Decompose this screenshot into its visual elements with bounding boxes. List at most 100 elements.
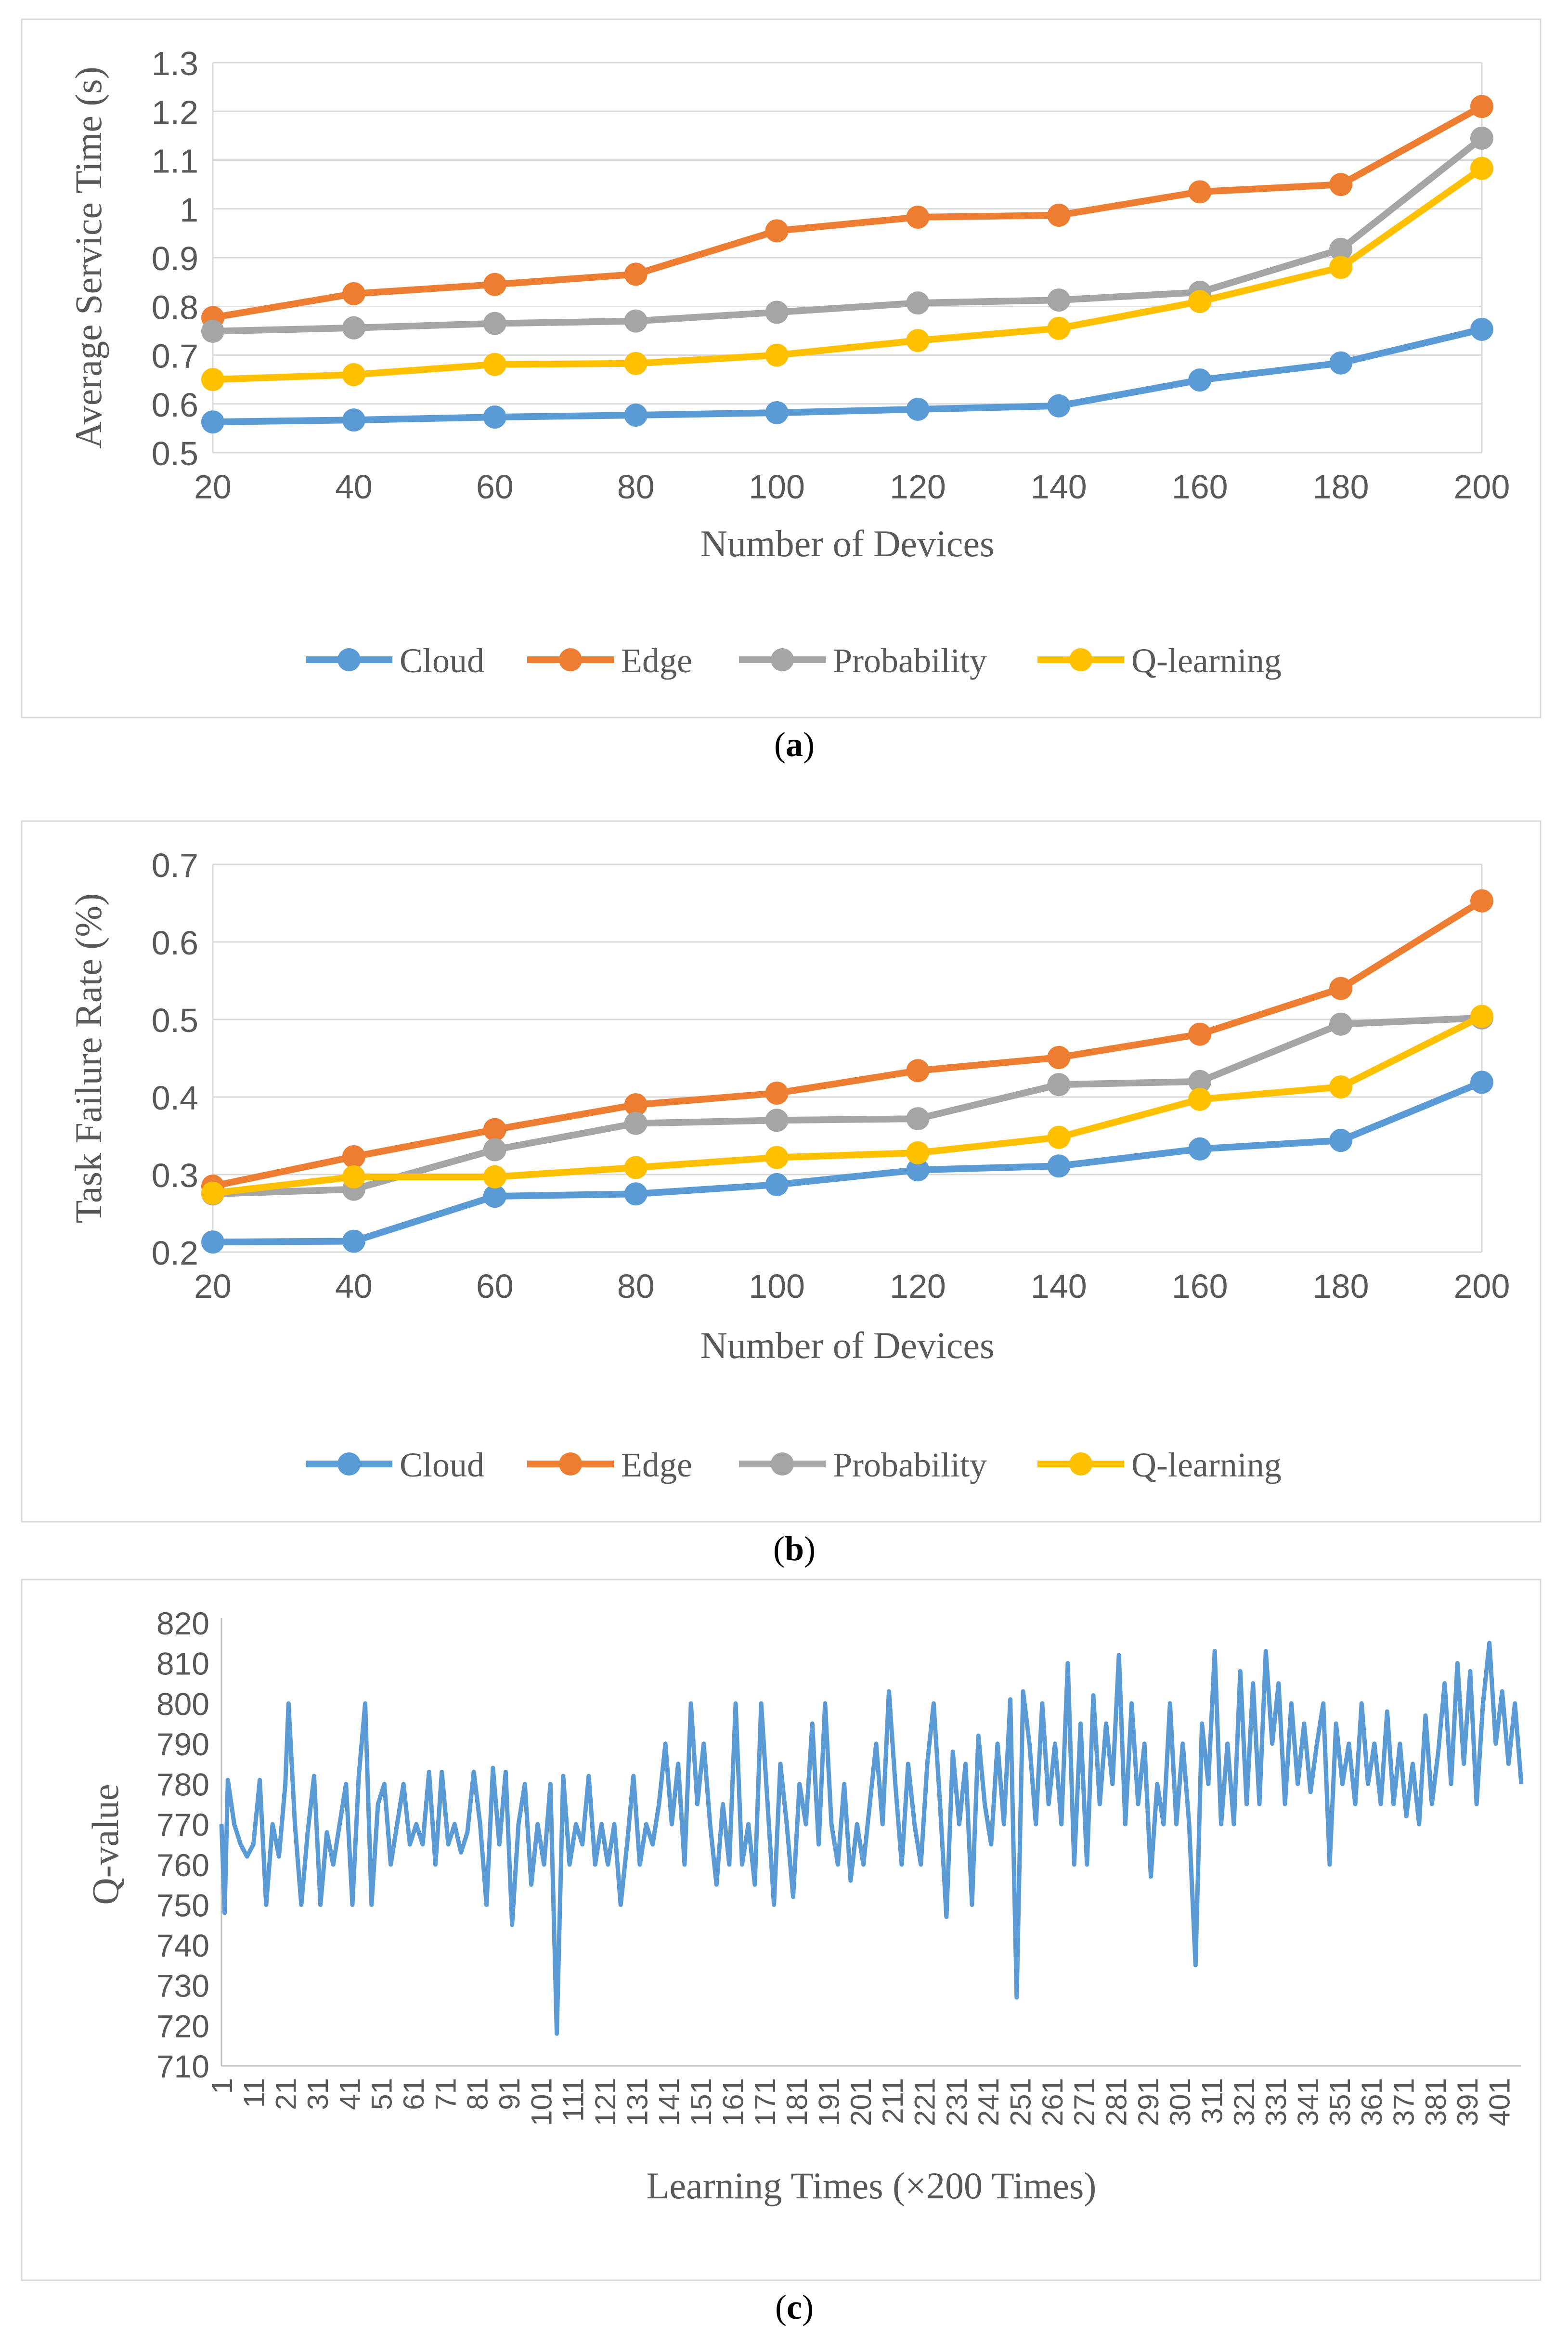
x-tick-label: 311 [1196, 2078, 1229, 2124]
data-point-q-learning [483, 353, 506, 376]
y-tick-label: 0.5 [152, 435, 198, 472]
y-tick-label: 0.4 [152, 1079, 198, 1117]
x-tick-label: 391 [1451, 2078, 1484, 2126]
data-point-cloud [624, 404, 648, 427]
x-tick-label: 20 [194, 468, 232, 506]
data-point-edge [1188, 1022, 1212, 1046]
y-tick-label: 760 [156, 1847, 209, 1883]
data-point-cloud [1047, 1154, 1071, 1178]
data-point-probability [906, 1107, 930, 1131]
x-tick-label: 60 [476, 1267, 514, 1305]
data-point-probability [765, 300, 789, 324]
data-point-edge [765, 1081, 789, 1105]
x-tick-label: 201 [845, 2078, 877, 2126]
x-tick-label: 200 [1454, 1267, 1510, 1305]
legend-label-q-learning: Q-learning [1131, 641, 1282, 680]
data-point-q-learning [1329, 1075, 1353, 1099]
x-tick-label: 171 [749, 2078, 781, 2126]
x-tick-label: 371 [1388, 2078, 1420, 2126]
x-tick-label: 141 [653, 2078, 686, 2126]
data-point-q-learning [1470, 1005, 1493, 1028]
legend-marker-q-learning [1069, 648, 1092, 671]
series-line-cloud [212, 326, 1483, 426]
data-point-edge [1470, 95, 1493, 118]
data-point-q-learning [906, 329, 930, 353]
data-point-cloud [624, 1182, 648, 1206]
y-tick-label: 0.7 [152, 338, 198, 375]
y-tick-label: 780 [156, 1767, 209, 1802]
x-tick-label: 401 [1484, 2078, 1516, 2126]
series-line-q-learning [212, 165, 1484, 383]
panel-caption: (a) [774, 725, 815, 764]
x-tick-label: 91 [493, 2078, 526, 2110]
x-tick-label: 140 [1031, 468, 1087, 506]
chart-area-border [21, 18, 1542, 718]
series-line-probability [212, 1014, 1482, 1198]
y-tick-label: 720 [156, 2008, 209, 2044]
data-point-cloud [483, 1185, 506, 1208]
y-tick-label: 1.3 [152, 45, 198, 82]
x-tick-label: 40 [335, 468, 373, 506]
data-point-cloud [201, 410, 224, 434]
data-point-edge [1329, 977, 1353, 1000]
y-tick-label: 820 [156, 1606, 209, 1641]
data-point-q-learning [1188, 290, 1212, 313]
x-tick-label: 231 [941, 2078, 973, 2126]
data-point-edge [906, 1059, 930, 1083]
data-point-cloud [1047, 394, 1071, 418]
data-point-q-learning [1047, 316, 1071, 340]
data-point-q-learning [765, 1146, 789, 1169]
data-point-cloud [1329, 1129, 1353, 1152]
x-tick-label: 160 [1172, 1267, 1228, 1305]
x-tick-label: 1 [206, 2078, 238, 2094]
x-axis-title: Number of Devices [700, 522, 995, 564]
x-tick-label: 221 [908, 2078, 941, 2126]
x-axis-title: Number of Devices [700, 1324, 995, 1366]
data-point-q-learning [342, 1165, 365, 1189]
data-point-cloud [1188, 1137, 1212, 1161]
data-point-cloud [1188, 368, 1212, 392]
data-point-edge [624, 262, 648, 286]
data-point-probability [906, 291, 930, 315]
x-tick-label: 161 [717, 2078, 749, 2126]
data-point-edge [1470, 889, 1493, 913]
y-tick-label: 0.7 [152, 847, 198, 884]
data-point-edge [1188, 180, 1212, 204]
y-tick-label: 0.6 [152, 386, 198, 424]
x-tick-label: 361 [1356, 2078, 1388, 2126]
x-tick-label: 281 [1100, 2078, 1132, 2126]
legend-marker-cloud [337, 648, 361, 671]
x-tick-label: 121 [589, 2078, 622, 2126]
data-point-q-learning [1329, 256, 1353, 279]
data-point-edge [906, 205, 930, 229]
chart-b: 0.2 0.3 0.4 0.5 0.6 0.7 20 40 60 80 100 120 140 160 18… [21, 820, 1542, 1568]
x-tick-label: 180 [1313, 468, 1369, 506]
y-tick-label: 0.6 [152, 924, 198, 962]
y-tick-label: 1.1 [152, 143, 198, 180]
series-line-probability [212, 135, 1484, 335]
x-tick-label: 51 [366, 2078, 398, 2110]
chart-a: 0.5 0.6 0.7 0.8 0.9 1 1.1 1.2 1.3 20 40 60 80 100 120 1… [21, 18, 1542, 764]
x-tick-label: 21 [270, 2078, 302, 2110]
y-tick-label: 810 [156, 1646, 209, 1682]
data-point-edge [765, 219, 789, 243]
data-point-q-learning [1047, 1125, 1071, 1149]
y-tick-label: 730 [156, 1968, 209, 2004]
x-tick-label: 241 [972, 2078, 1005, 2126]
data-point-q-learning [201, 1181, 224, 1205]
data-point-cloud [1470, 1071, 1493, 1094]
y-tick-label: 790 [156, 1726, 209, 1762]
legend-label-q-learning: Q-learning [1131, 1446, 1282, 1484]
data-point-probability [483, 1138, 506, 1162]
legend-marker-probability [771, 648, 794, 671]
x-tick-label: 180 [1313, 1267, 1369, 1305]
x-tick-label: 191 [813, 2078, 845, 2126]
data-point-edge [342, 1145, 365, 1168]
x-tick-label: 120 [890, 1267, 946, 1305]
legend-label-cloud: Cloud [400, 1446, 484, 1484]
data-point-probability [1047, 1073, 1071, 1097]
x-tick-label: 61 [398, 2078, 430, 2110]
data-point-edge [1047, 203, 1071, 227]
x-tick-label: 120 [890, 468, 946, 506]
